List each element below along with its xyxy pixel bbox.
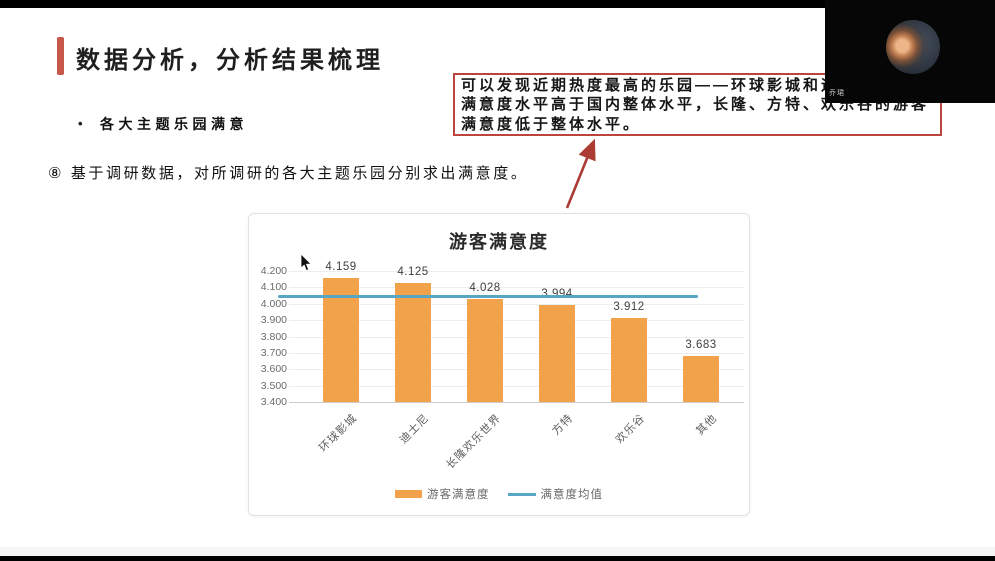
legend-item-line-series: 满意度均值	[507, 486, 604, 502]
x-axis-line	[289, 402, 744, 403]
bar	[467, 299, 503, 402]
bar-value-label: 3.912	[613, 301, 645, 314]
x-axis-category-label: 欢乐谷	[613, 412, 648, 447]
x-axis-category-label: 长隆欢乐世界	[444, 412, 504, 472]
gridline	[289, 336, 744, 338]
bottom-gray-strip	[0, 547, 995, 556]
y-axis-tick-label: 3.400	[260, 396, 287, 408]
participant-name-label: 乔珺	[829, 90, 845, 97]
y-axis-tick-label: 3.800	[260, 330, 287, 343]
chart-legend: 游客满意度 满意度均值	[249, 486, 749, 502]
callout-line-3: 满意度低于整体水平。	[461, 115, 642, 133]
callout-line-2: 满意度水平高于国内整体水平，长隆、方特、欢乐谷的游客	[461, 96, 930, 114]
y-axis-tick-label: 3.700	[260, 346, 287, 359]
title-accent-bar	[57, 37, 64, 75]
mean-line	[278, 295, 698, 299]
participant-avatar	[886, 20, 940, 74]
bar-value-label: 3.683	[685, 338, 717, 351]
callout-arrow-icon	[565, 138, 596, 209]
bar	[611, 318, 647, 402]
bar	[683, 355, 719, 402]
legend-item-bar-series: 游客满意度	[395, 486, 490, 502]
bar	[539, 304, 575, 402]
gridline	[289, 287, 744, 289]
letterbox-top	[0, 0, 995, 8]
y-axis-tick-label: 3.600	[260, 363, 287, 376]
x-axis-category-label: 迪士尼	[397, 412, 432, 447]
bar-value-label: 4.028	[469, 282, 501, 295]
webcam-tile[interactable]: 乔珺	[825, 0, 995, 103]
gridline	[289, 385, 744, 387]
mouse-cursor-icon	[300, 254, 312, 272]
bar	[395, 283, 431, 402]
bar-value-label: 4.159	[325, 260, 357, 273]
page-title: 数据分析，分析结果梳理	[76, 47, 384, 74]
y-axis-tick-label: 4.000	[260, 297, 287, 310]
gridline	[289, 320, 744, 322]
y-axis-tick-label: 4.100	[260, 281, 287, 294]
x-axis-category-label: 方特	[550, 412, 576, 438]
chart-title: 游客满意度	[449, 232, 549, 252]
x-axis-category-label: 其他	[694, 412, 720, 438]
body-text: ⑧ 基于调研数据，对所调研的各大主题乐园分别求出满意度。	[48, 165, 529, 182]
bullet-dot: •	[78, 116, 83, 131]
gridline	[289, 352, 744, 354]
y-axis-tick-label: 3.900	[260, 314, 287, 327]
gridline	[289, 303, 744, 305]
bullet-label: 各大主题乐园满意	[100, 116, 248, 132]
y-axis-tick-label: 3.500	[260, 379, 287, 392]
x-axis-category-label: 环球影城	[317, 412, 360, 455]
bar	[323, 277, 359, 402]
gridline	[289, 369, 744, 371]
bar-value-label: 4.125	[397, 266, 429, 279]
chart-card: 游客满意度 4.200 4.100 4.000 3.900 3.800 3.700 3.60…	[248, 213, 750, 516]
y-axis-tick-label: 4.200	[260, 265, 287, 277]
line-series-swatch	[507, 492, 536, 496]
letterbox-bottom	[0, 556, 995, 561]
legend-label-bar: 游客满意度	[427, 489, 490, 501]
callout-line-1: 可以发现近期热度最高的乐园——环球影城和迪士尼的游客	[461, 77, 930, 94]
bar-series-swatch	[395, 490, 422, 498]
legend-label-line: 满意度均值	[540, 489, 603, 501]
gridline	[289, 271, 744, 272]
